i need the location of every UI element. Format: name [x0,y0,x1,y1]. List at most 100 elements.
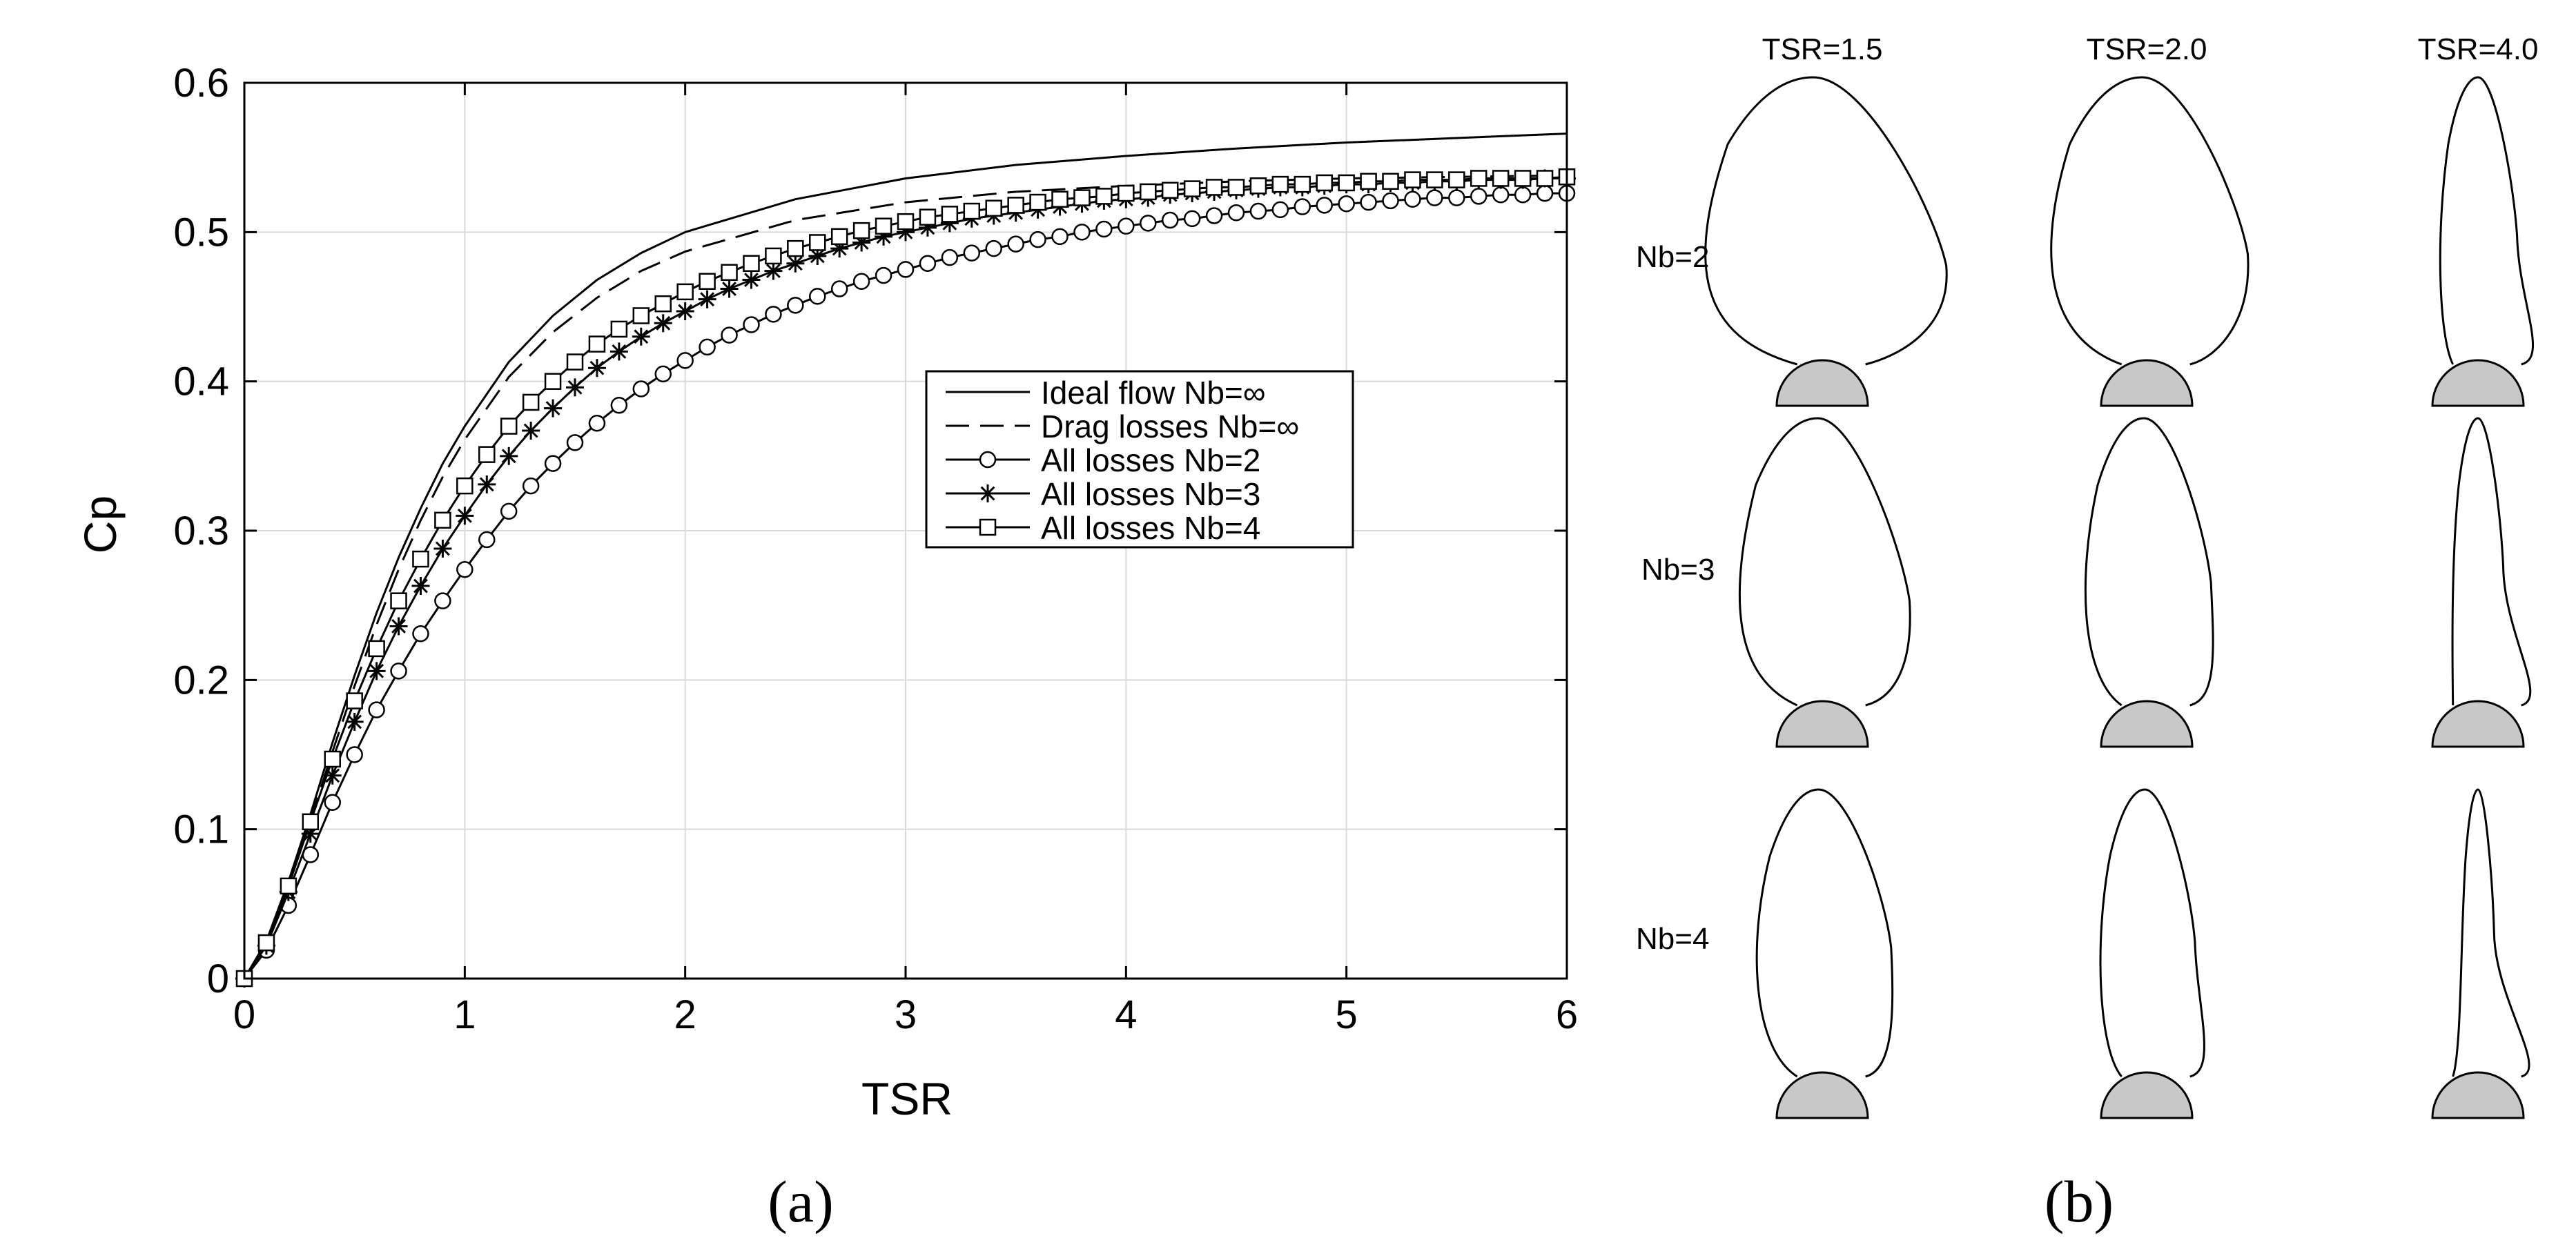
y-tick-label: 0.1 [173,807,229,852]
legend-entry-all-losses-nb-4-label: All losses Nb=4 [1041,510,1260,546]
y-tick-label: 0.6 [173,61,229,106]
series-drag-losses-nb-inf-line [243,174,1568,979]
series-all-losses-nb-4-point [830,228,848,246]
series-all-losses-nb-4-point [1073,189,1091,206]
series-all-losses-nb-4-point [1161,181,1179,199]
series-all-losses-nb-3-point [566,378,584,397]
series-all-losses-nb-4-point [1271,175,1289,193]
series-all-losses-nb-2-point [743,316,760,333]
series-all-losses-nb-2-point [588,414,606,432]
series-all-losses-nb-2-point [324,794,341,811]
series-all-losses-nb-2-point [1161,211,1179,229]
series-all-losses-nb-3-point [698,290,716,308]
series-all-losses-nb-2-point [1227,204,1245,222]
series-all-losses-nb-2-point [632,380,650,398]
series-all-losses-nb-4-point [1095,188,1113,205]
shape-row-label: Nb=4 [1636,922,1709,956]
series-all-losses-nb-2-point [1183,210,1201,228]
legend-entry-ideal-flow-nb-inf-label: Ideal flow Nb=∞ [1041,375,1266,411]
blade-outline [1755,788,1894,1078]
series-all-losses-nb-2-point [566,434,584,451]
hub-semicircle [2100,700,2194,748]
series-all-losses-nb-2-point [875,266,892,284]
series-all-losses-nb-4-point [1227,179,1245,196]
hub-semicircle [1775,359,1869,407]
series-all-losses-nb-4-point [1029,193,1046,211]
series-all-losses-nb-4-point [566,353,584,371]
blade-shape-nb-3-tsr-1-5 [1738,417,1911,748]
hub-semicircle [2100,359,2194,407]
hub-semicircle [2431,359,2525,407]
series-all-losses-nb-4-point [1492,170,1510,187]
series-all-losses-nb-2-point [721,326,738,344]
series-all-losses-nb-2-point [676,352,694,369]
blade-shape-nb-2-tsr-2-0 [2050,76,2250,407]
x-tick-label: 0 [233,992,255,1037]
legend-entry-all-losses-nb-3-marker [979,484,997,502]
series-all-losses-nb-4-point [963,202,981,220]
series-all-losses-nb-2-point [1316,197,1333,214]
series-all-losses-nb-2-point [852,273,870,290]
blade-shape-nb-2-tsr-4-0 [2431,76,2535,407]
blade-outline [2099,788,2205,1078]
blade-outline [2084,417,2214,707]
series-all-losses-nb-2-point [1492,186,1510,204]
series-all-losses-nb-3-point [345,712,364,731]
series-all-losses-nb-2-point [412,625,429,642]
series-all-losses-nb-4-point [1536,170,1554,187]
series-all-losses-nb-2-point [1271,201,1289,219]
series-all-losses-nb-2-point [1338,195,1355,213]
series-all-losses-nb-4-point [280,877,297,895]
series-all-losses-nb-4-point [654,295,672,313]
series-all-losses-nb-4-point [610,320,628,338]
series-all-losses-nb-3-point [720,279,739,298]
shape-row-label: Nb=2 [1636,240,1709,274]
hub-semicircle [2431,700,2525,748]
blade-shape-nb-4-tsr-2-0 [2099,788,2205,1119]
series-all-losses-nb-4-point [919,208,937,226]
series-all-losses-nb-2-point [478,531,496,549]
series-all-losses-nb-2-point [1448,189,1465,206]
y-tick-label: 0.3 [173,509,229,553]
series-all-losses-nb-2-point [787,297,804,314]
hub-semicircle [2100,1071,2194,1119]
series-all-losses-nb-3-point [764,262,783,280]
y-tick-label: 0.5 [173,210,229,255]
series-all-losses-nb-4-point [743,255,760,273]
series-all-losses-nb-4-point [434,511,451,529]
shape-column-header: TSR=1.5 [1762,32,1883,66]
blade-outline [2452,788,2530,1078]
series-all-losses-nb-4-point [809,234,826,251]
series-all-losses-nb-2-point [1470,188,1487,205]
series-all-losses-nb-4-point [390,592,407,609]
series-all-losses-nb-3-point [786,254,805,273]
blade-shapes-panel: TSR=1.5 TSR=2.0 TSR=4.0 Nb=2 Nb=3 Nb=4 [1636,32,2538,1119]
blade-outline [2050,76,2250,366]
series-all-losses-nb-2-point [963,244,981,262]
series-all-losses-nb-4-point [1404,171,1421,188]
series-all-losses-nb-4-point [456,477,474,495]
series-all-losses-nb-2-point [456,560,474,578]
series-all-losses-nb-4 [235,168,1576,988]
series-all-losses-nb-2-point [941,248,959,266]
series-all-losses-nb-2-point [434,592,451,609]
series-all-losses-nb-4-point [765,247,782,265]
series-all-losses-nb-4-point [1140,183,1157,201]
blade-outline [2439,76,2535,366]
series-all-losses-nb-3-point [389,617,408,636]
x-tick-label: 6 [1556,992,1578,1037]
series-all-losses-nb-4-point [324,750,341,768]
series-layer [235,133,1576,988]
blade-shape-nb-3-tsr-4-0 [2431,417,2532,748]
series-all-losses-nb-4-point [699,273,716,290]
cp-vs-tsr-chart: 0 1 2 3 4 5 6 0 0.1 0.2 0.3 0.4 0.5 0.6 TSR Cp Ideal … [75,61,1578,1124]
x-tick-label: 2 [674,992,696,1037]
series-all-losses-nb-4-point [676,283,694,301]
series-all-losses-nb-2-point [1007,235,1024,253]
series-all-losses-nb-3-point [433,539,452,558]
tick-labels: 0 1 2 3 4 5 6 0 0.1 0.2 0.3 0.4 0.5 0.6 [173,61,1578,1037]
legend-entry-all-losses-nb-3: All losses Nb=3 [946,476,1260,512]
x-tick-label: 3 [895,992,917,1037]
legend-entry-all-losses-nb-2-label: All losses Nb=2 [1041,442,1260,478]
